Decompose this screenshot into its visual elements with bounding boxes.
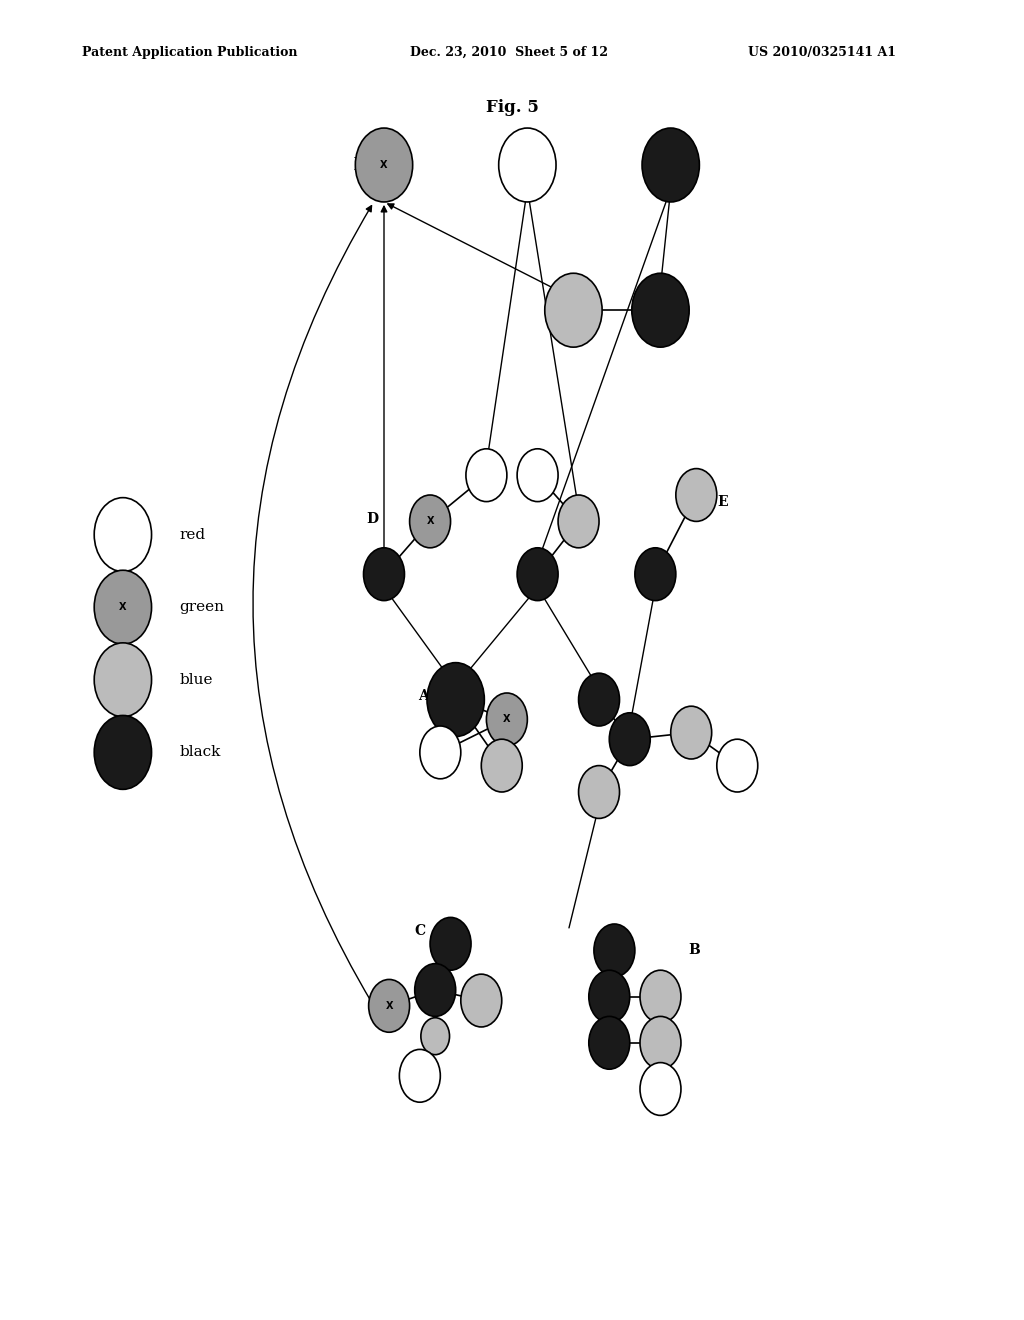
Circle shape: [594, 924, 635, 977]
Circle shape: [558, 495, 599, 548]
Circle shape: [671, 706, 712, 759]
Text: X: X: [385, 1001, 393, 1011]
Circle shape: [94, 715, 152, 789]
Circle shape: [369, 979, 410, 1032]
Circle shape: [642, 128, 699, 202]
Circle shape: [94, 498, 152, 572]
Circle shape: [364, 548, 404, 601]
Circle shape: [640, 970, 681, 1023]
Text: X: X: [119, 602, 127, 612]
Circle shape: [640, 1016, 681, 1069]
Circle shape: [355, 128, 413, 202]
Text: Patent Application Publication: Patent Application Publication: [82, 46, 297, 59]
Circle shape: [461, 974, 502, 1027]
Text: a: a: [571, 502, 580, 515]
Text: X: X: [380, 160, 388, 170]
Circle shape: [717, 739, 758, 792]
Circle shape: [410, 495, 451, 548]
Text: b: b: [353, 157, 365, 173]
Circle shape: [589, 1016, 630, 1069]
Circle shape: [466, 449, 507, 502]
Circle shape: [517, 449, 558, 502]
Circle shape: [499, 128, 556, 202]
Circle shape: [481, 739, 522, 792]
Circle shape: [94, 643, 152, 717]
Circle shape: [399, 1049, 440, 1102]
Text: C: C: [415, 924, 426, 937]
Text: Dec. 23, 2010  Sheet 5 of 12: Dec. 23, 2010 Sheet 5 of 12: [410, 46, 607, 59]
Text: E: E: [717, 495, 727, 508]
Circle shape: [640, 1063, 681, 1115]
Circle shape: [579, 673, 620, 726]
Circle shape: [545, 273, 602, 347]
Text: Fig. 5: Fig. 5: [485, 99, 539, 116]
Text: blue: blue: [179, 673, 213, 686]
Circle shape: [427, 663, 484, 737]
Text: X: X: [503, 714, 511, 725]
Circle shape: [632, 273, 689, 347]
Circle shape: [517, 548, 558, 601]
Circle shape: [589, 970, 630, 1023]
Text: US 2010/0325141 A1: US 2010/0325141 A1: [748, 46, 896, 59]
Circle shape: [94, 570, 152, 644]
Circle shape: [420, 726, 461, 779]
FancyArrowPatch shape: [253, 206, 373, 1003]
Text: red: red: [179, 528, 206, 541]
Text: B: B: [688, 944, 699, 957]
Circle shape: [579, 766, 620, 818]
Text: X: X: [426, 516, 434, 527]
Text: A: A: [418, 689, 428, 702]
Text: green: green: [179, 601, 224, 614]
Circle shape: [415, 964, 456, 1016]
Circle shape: [486, 693, 527, 746]
Circle shape: [430, 917, 471, 970]
Circle shape: [635, 548, 676, 601]
Circle shape: [676, 469, 717, 521]
Text: black: black: [179, 746, 220, 759]
Text: D: D: [367, 512, 379, 525]
Circle shape: [609, 713, 650, 766]
Circle shape: [421, 1018, 450, 1055]
